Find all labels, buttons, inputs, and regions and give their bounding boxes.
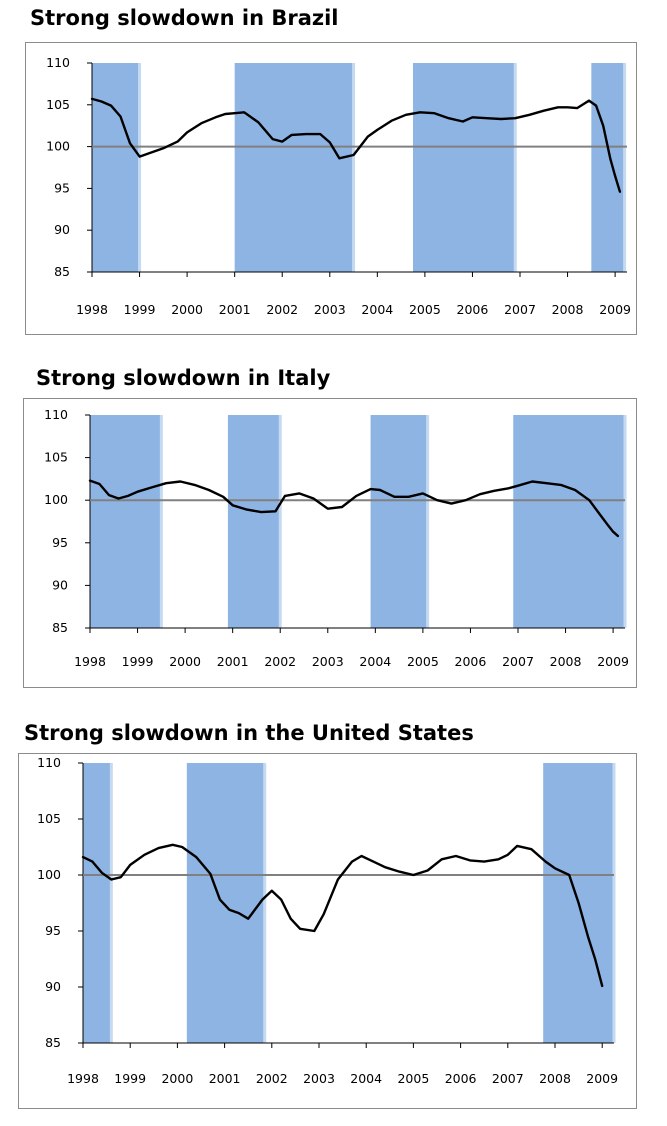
x-tick-label: 2001: [219, 302, 251, 317]
y-tick-label: 105: [37, 811, 61, 826]
x-tick-label: 2000: [161, 1071, 193, 1086]
y-tick-label: 110: [37, 755, 61, 770]
chart-title: Strong slowdown in the United States: [24, 721, 474, 745]
x-tick-label: 2004: [361, 302, 393, 317]
y-tick-label: 100: [46, 139, 70, 154]
plot-area: 110 105 100 95 90 85 1998 1999 2000 2001 2002 2003 2…: [46, 55, 631, 317]
x-tick-label: 2003: [312, 654, 344, 669]
chart-united-states: Strong slowdown in the United States 110…: [0, 715, 667, 1115]
x-tick-label: 2004: [359, 654, 391, 669]
x-tick-label: 2005: [397, 1071, 429, 1086]
x-tick-label: 2006: [455, 654, 487, 669]
y-tick-label: 95: [45, 923, 61, 938]
x-tick-label: 2006: [457, 302, 489, 317]
x-tick-label: 2000: [171, 302, 203, 317]
chart-frame: [18, 753, 637, 1109]
x-tick-label: 2002: [264, 654, 296, 669]
x-tick-label: 2005: [409, 302, 441, 317]
chart-title: Strong slowdown in Brazil: [30, 6, 339, 30]
shaded-period-edge-2: [513, 63, 517, 272]
shaded-period-0: [83, 763, 112, 1043]
shaded-period-1: [227, 415, 281, 628]
y-tick-label: 110: [44, 407, 68, 422]
x-tick-label: 2008: [552, 302, 584, 317]
shaded-period-edge-0: [159, 415, 163, 628]
plot-area: 110 105 100 95 90 85 1998 1999 2000 2001 2002 2003 2…: [37, 755, 618, 1086]
shaded-period-2: [370, 415, 428, 628]
y-tick-label: 105: [44, 450, 68, 465]
x-tick-label: 1998: [74, 654, 106, 669]
x-tick-label: 2002: [266, 302, 298, 317]
x-tick-label: 2008: [539, 1071, 571, 1086]
y-tick-label: 105: [46, 97, 70, 112]
x-tick-label: 2007: [492, 1071, 524, 1086]
x-tick-label: 1998: [67, 1071, 99, 1086]
x-tick-label: 2009: [586, 1071, 618, 1086]
x-tick-label: 1999: [122, 654, 154, 669]
y-tick-label: 90: [54, 222, 70, 237]
shaded-period-edge-3: [623, 63, 627, 272]
shaded-period-2: [413, 63, 516, 272]
x-tick-label: 2007: [504, 302, 536, 317]
y-tick-label: 95: [52, 535, 68, 550]
shaded-period-edge-1: [352, 63, 356, 272]
shaded-period-0: [90, 415, 162, 628]
x-tick-label: 1998: [76, 302, 108, 317]
x-tick-label: 2009: [597, 654, 629, 669]
shaded-period-edge-2: [426, 415, 430, 628]
x-tick-label: 2005: [407, 654, 439, 669]
plot-area: 110 105 100 95 90 85 1998 1999 2000 2001 2002 2003 2…: [44, 407, 629, 669]
y-tick-label: 85: [52, 620, 68, 635]
shaded-period-0: [92, 63, 140, 272]
x-tick-label: 2002: [256, 1071, 288, 1086]
y-tick-label: 95: [54, 180, 70, 195]
shaded-period-3: [591, 63, 625, 272]
x-tick-label: 2007: [502, 654, 534, 669]
shaded-period-edge-3: [623, 415, 627, 628]
x-tick-label: 1999: [114, 1071, 146, 1086]
shaded-period-edge-1: [278, 415, 282, 628]
chart-brazil: Strong slowdown in Brazil 110 105 100 95 90 8…: [0, 0, 667, 340]
y-tick-label: 90: [45, 979, 61, 994]
y-tick-label: 90: [52, 577, 68, 592]
series-line: [90, 97, 622, 193]
shaded-period-edge-0: [138, 63, 142, 272]
series-line: [81, 843, 604, 988]
y-tick-label: 100: [37, 867, 61, 882]
x-tick-label: 2009: [599, 302, 631, 317]
shaded-period-edge-0: [109, 763, 113, 1043]
y-tick-label: 110: [46, 55, 70, 70]
x-tick-label: 1999: [124, 302, 156, 317]
x-tick-label: 2001: [217, 654, 249, 669]
series-line: [88, 479, 620, 538]
y-tick-label: 85: [45, 1035, 61, 1050]
y-tick-label: 100: [44, 492, 68, 507]
chart-title: Strong slowdown in Italy: [36, 366, 331, 390]
shaded-period-3: [513, 415, 625, 628]
x-tick-label: 2001: [209, 1071, 241, 1086]
shaded-period-1: [186, 763, 265, 1043]
shaded-period-1: [234, 63, 354, 272]
y-tick-label: 85: [54, 264, 70, 279]
x-tick-label: 2003: [314, 302, 346, 317]
x-tick-label: 2008: [550, 654, 582, 669]
x-tick-label: 2000: [169, 654, 201, 669]
shaded-period-edge-2: [612, 763, 616, 1043]
x-tick-label: 2006: [445, 1071, 477, 1086]
x-tick-label: 2004: [350, 1071, 382, 1086]
x-tick-label: 2003: [303, 1071, 335, 1086]
chart-italy: Strong slowdown in Italy 110 105 100 95 90 85…: [0, 360, 667, 690]
shaded-period-edge-1: [263, 763, 267, 1043]
